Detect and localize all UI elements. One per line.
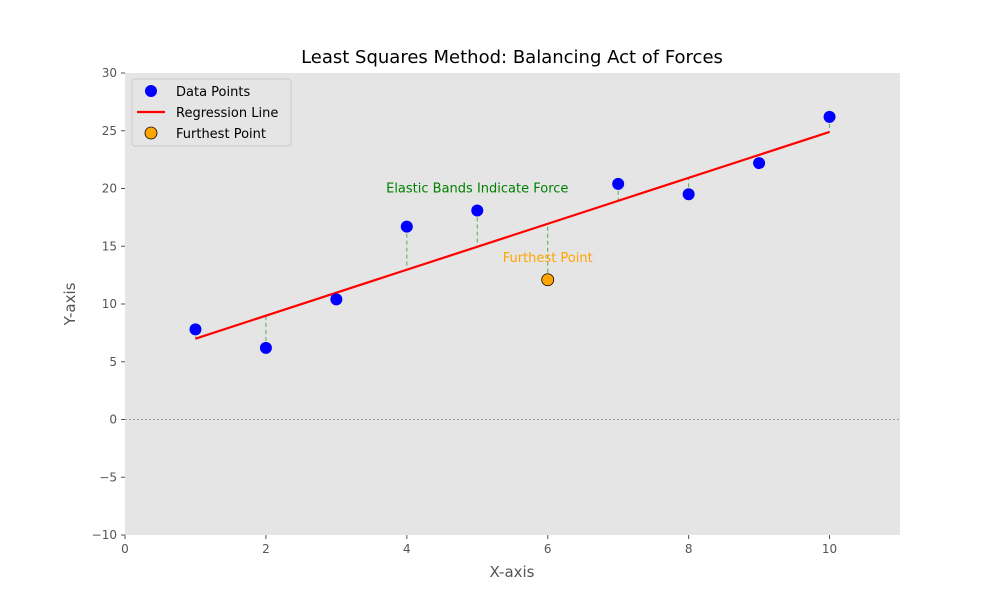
legend-marker-swatch	[144, 126, 158, 140]
data-point	[330, 293, 343, 306]
x-tick-label: 6	[544, 542, 552, 556]
annotation-text: Furthest Point	[503, 251, 593, 266]
y-tick-label: 30	[102, 66, 117, 80]
y-tick-label: 10	[102, 297, 117, 311]
y-axis-title: Y-axis	[61, 282, 79, 326]
data-point	[612, 177, 625, 190]
annotation-text: Elastic Bands Indicate Force	[386, 182, 568, 197]
x-tick-label: 10	[822, 542, 837, 556]
y-tick-label: −10	[92, 528, 117, 542]
y-tick-label: 5	[109, 355, 117, 369]
x-tick-label: 0	[121, 542, 129, 556]
data-point	[400, 220, 413, 233]
data-point	[753, 157, 766, 170]
data-point	[259, 341, 272, 354]
furthest-point	[541, 273, 555, 287]
data-point	[189, 323, 202, 336]
legend-marker-swatch	[145, 85, 157, 97]
legend: Data Points Regression Line Furthest Point	[131, 78, 292, 147]
legend-label: Regression Line	[176, 106, 278, 121]
x-tick-label: 2	[262, 542, 270, 556]
y-tick-label: 15	[102, 239, 117, 253]
data-point	[823, 110, 836, 123]
y-tick-label: 0	[109, 413, 117, 427]
chart-title: Least Squares Method: Balancing Act of F…	[301, 47, 723, 68]
x-tick-label: 4	[403, 542, 411, 556]
legend-label: Furthest Point	[176, 127, 266, 142]
y-tick-label: 20	[102, 182, 117, 196]
y-tick-label: −5	[99, 470, 117, 484]
legend-label: Data Points	[176, 85, 250, 100]
x-axis-title: X-axis	[490, 563, 535, 581]
regression-line	[195, 130, 830, 340]
data-point	[682, 188, 695, 201]
data-point	[471, 204, 484, 217]
legend-box	[131, 78, 292, 147]
x-tick-label: 8	[685, 542, 693, 556]
y-tick-label: 25	[102, 124, 117, 138]
